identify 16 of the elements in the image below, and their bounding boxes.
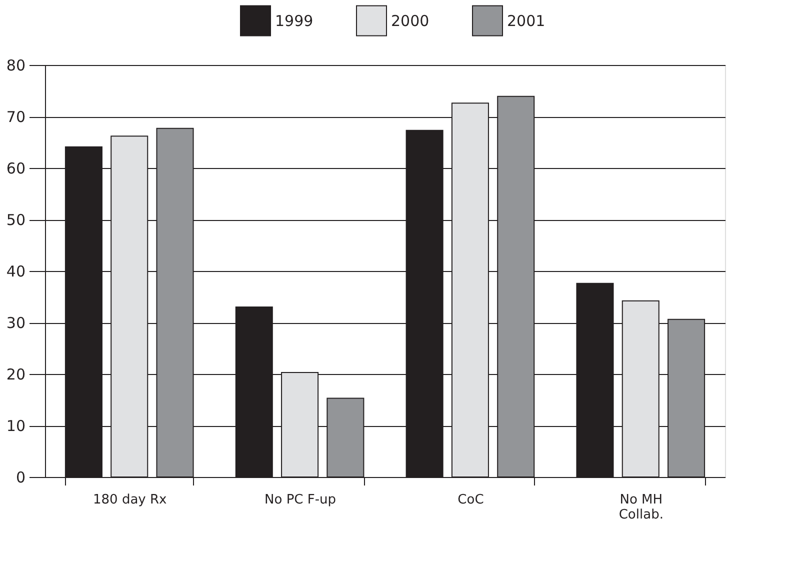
y-tick-label: 50 [6,211,26,229]
legend-label: 2001 [507,12,546,30]
y-tick-label: 40 [6,262,26,280]
y-tick-label: 70 [6,108,26,126]
y-tick-label: 0 [16,468,26,486]
x-tick-label: CoC [458,492,484,508]
y-tick-label: 10 [6,417,26,435]
x-tick-label: No PC F-up [264,492,336,508]
legend-label: 2000 [391,12,430,30]
y-tick-label: 60 [6,160,26,178]
legend-label: 1999 [275,12,314,30]
y-tick-label: 80 [6,56,26,74]
x-tick-label: No MH Collab. [618,492,664,522]
x-tick-label: 180 day Rx [93,492,168,508]
y-tick-label: 20 [6,366,26,384]
y-tick-label: 30 [6,314,26,332]
